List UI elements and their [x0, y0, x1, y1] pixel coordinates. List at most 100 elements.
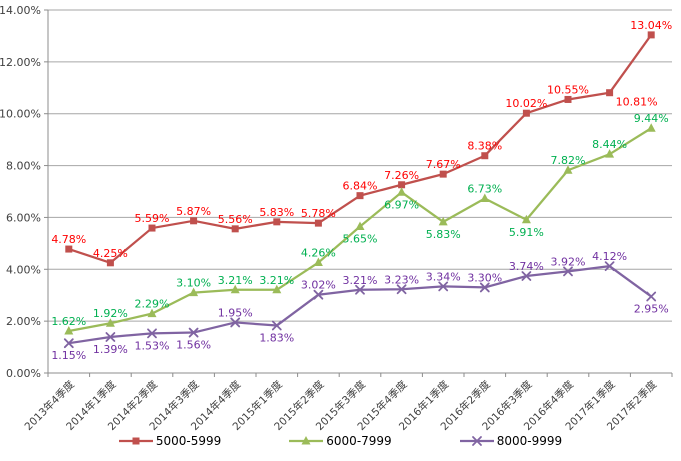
data-label: 10.81%	[616, 96, 658, 109]
data-label: 4.25%	[93, 247, 128, 260]
data-point-marker	[64, 325, 74, 335]
y-axis-label: 14.00%	[0, 4, 41, 17]
data-label: 3.21%	[343, 274, 378, 287]
data-label: 7.82%	[551, 154, 586, 167]
data-point-marker	[65, 245, 73, 253]
data-point-marker	[273, 218, 281, 226]
data-point-marker	[272, 284, 282, 294]
legend-item-5000-5999: 5000-5999	[118, 434, 222, 448]
data-label: 3.21%	[218, 274, 253, 287]
data-label: 2.29%	[135, 298, 170, 311]
data-label: 5.87%	[176, 205, 211, 218]
data-label: 5.83%	[259, 206, 294, 219]
data-label: 3.10%	[176, 277, 211, 290]
data-point-marker	[564, 95, 572, 103]
data-label: 3.74%	[509, 260, 544, 273]
data-point-marker	[438, 216, 448, 226]
x-icon	[471, 436, 482, 446]
data-point-marker	[189, 287, 199, 297]
data-point-marker	[230, 317, 241, 328]
legend-item-8000-9999: 8000-9999	[459, 434, 563, 448]
data-point-marker	[646, 123, 656, 132]
data-point-marker	[105, 318, 115, 327]
data-label: 3.21%	[259, 274, 294, 287]
data-label: 10.02%	[505, 97, 547, 110]
legend-label: 5000-5999	[155, 434, 222, 448]
data-point-marker	[398, 181, 406, 189]
data-label: 1.83%	[259, 332, 294, 345]
data-label: 4.78%	[51, 233, 86, 246]
data-point-marker	[647, 31, 655, 39]
data-point-marker	[646, 291, 657, 302]
data-label: 6.84%	[343, 180, 378, 193]
data-label: 5.83%	[426, 228, 461, 241]
data-point-marker	[521, 214, 531, 224]
data-point-marker	[604, 261, 615, 272]
y-axis-label: 6.00%	[6, 211, 41, 224]
data-point-marker	[148, 224, 156, 232]
data-label: 9.44%	[634, 112, 669, 125]
data-label: 8.38%	[467, 140, 502, 153]
data-label: 5.78%	[301, 207, 336, 220]
data-point-marker	[314, 219, 322, 227]
y-axis-label: 10.00%	[0, 108, 41, 121]
data-label: 6.73%	[467, 183, 502, 196]
data-label: 2.95%	[634, 303, 669, 316]
legend-marker-square	[118, 437, 153, 445]
data-point-marker	[521, 271, 532, 281]
data-point-marker	[438, 281, 449, 292]
y-axis-label: 2.00%	[6, 315, 41, 328]
data-point-marker	[480, 193, 490, 203]
data-label: 3.23%	[384, 273, 419, 286]
data-label: 1.15%	[51, 349, 86, 362]
data-point-marker	[439, 170, 447, 178]
y-axis-label: 4.00%	[6, 263, 41, 276]
legend-item-6000-7999: 6000-7999	[289, 434, 392, 448]
data-label: 4.26%	[301, 247, 336, 260]
data-point-marker	[355, 221, 365, 231]
data-label: 4.12%	[592, 250, 627, 263]
data-point-marker	[188, 327, 199, 338]
y-axis-label: 8.00%	[6, 160, 41, 173]
triangle-icon	[301, 436, 311, 445]
data-point-marker	[105, 332, 116, 342]
data-point-marker	[356, 192, 364, 200]
data-label: 1.56%	[176, 339, 211, 352]
y-axis-label: 12.00%	[0, 56, 41, 69]
data-label: 1.92%	[93, 307, 128, 320]
square-icon	[132, 437, 140, 445]
data-point-marker	[147, 308, 157, 318]
data-point-marker	[563, 165, 573, 174]
data-label: 3.02%	[301, 279, 336, 292]
data-point-marker	[106, 259, 114, 267]
data-label: 8.44%	[592, 138, 627, 151]
data-point-marker	[563, 266, 573, 277]
legend-marker-x	[459, 436, 494, 446]
data-label: 3.30%	[467, 271, 502, 284]
data-point-marker	[481, 152, 489, 160]
legend-label: 8000-9999	[496, 434, 563, 448]
data-label: 13.04%	[630, 19, 672, 32]
data-label: 1.53%	[135, 339, 170, 352]
data-point-marker	[606, 89, 614, 97]
data-point-marker	[147, 328, 157, 339]
data-point-marker	[355, 284, 365, 295]
data-label: 10.55%	[547, 83, 589, 96]
data-label: 5.59%	[135, 212, 170, 225]
data-point-marker	[522, 109, 530, 117]
data-label: 5.65%	[343, 233, 378, 246]
data-label: 1.95%	[218, 306, 253, 319]
data-point-marker	[190, 217, 198, 225]
chart-legend: 5000-5999 6000-7999 8000-9999	[0, 434, 681, 448]
data-label: 5.56%	[218, 213, 253, 226]
data-label: 7.26%	[384, 169, 419, 182]
data-point-marker	[231, 225, 239, 233]
legend-marker-triangle	[289, 436, 324, 445]
data-point-marker	[313, 289, 324, 300]
legend-label: 6000-7999	[326, 434, 392, 448]
data-label: 5.91%	[509, 226, 544, 239]
plot-area: 0.00% 2.00% 4.00% 6.00% 8.00% 10.00% 12.00% 14.…	[0, 4, 673, 433]
data-label: 3.34%	[426, 270, 461, 283]
y-axis-label: 0.00%	[6, 367, 41, 380]
